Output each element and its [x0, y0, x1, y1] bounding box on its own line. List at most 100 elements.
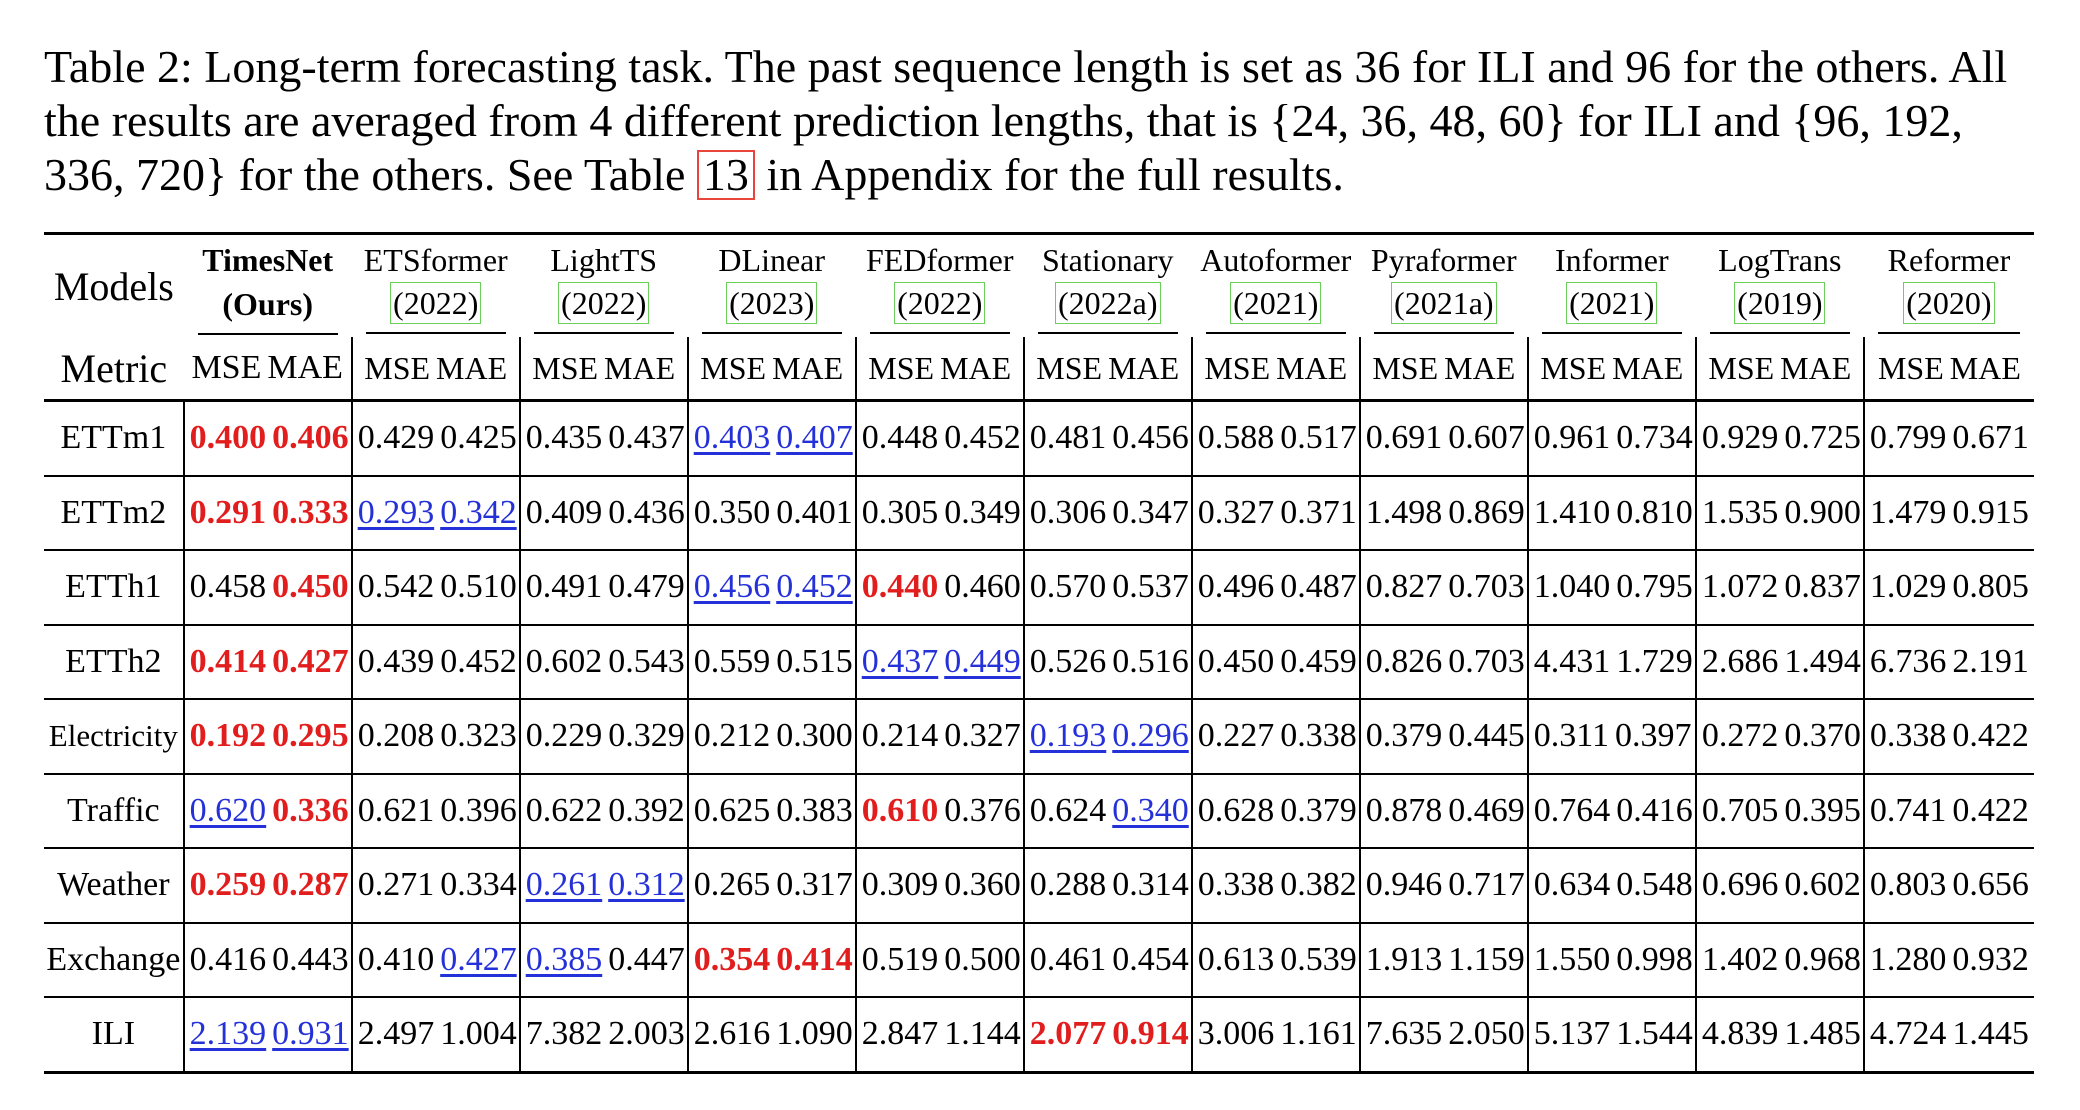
mse-value: 1.913	[1365, 940, 1443, 978]
mse-value: 0.212	[693, 717, 771, 755]
table-ref-link[interactable]: 13	[696, 150, 755, 200]
metric-pair-cell: 0.691 0.607	[1358, 400, 1528, 476]
mae-value: 0.734	[1616, 419, 1693, 457]
mse-value: 0.416	[189, 940, 267, 978]
model-citation-link[interactable]: (2021)	[1566, 282, 1658, 324]
metric-pair-cell: 0.588 0.517	[1190, 400, 1360, 476]
metric-pair-cell: 0.409 0.436	[518, 475, 688, 550]
mae-value: 0.517	[1280, 419, 1357, 457]
mse-value: 1.029	[1869, 568, 1947, 606]
mse-value: 0.481	[1029, 419, 1107, 457]
model-citation-link[interactable]: (2023)	[726, 282, 818, 324]
metric-pair-cell: 0.799 0.671	[1862, 400, 2034, 476]
model-citation-link[interactable]: (2019)	[1734, 282, 1826, 324]
mse-value: 0.350	[693, 493, 771, 531]
mse-value-second: 0.385	[525, 940, 603, 978]
mse-value: 2.616	[693, 1015, 771, 1053]
mse-value: 1.498	[1365, 493, 1443, 531]
mae-value: 0.837	[1784, 568, 1861, 606]
mae-value-second: 0.452	[776, 568, 853, 606]
mse-value-best: 0.400	[189, 419, 267, 457]
metric-pair-cell: 1.498 0.869	[1358, 475, 1528, 550]
mse-value: 0.461	[1029, 940, 1107, 978]
metric-pair-cell: 0.227 0.338	[1190, 699, 1360, 774]
mse-value: 0.929	[1701, 419, 1779, 457]
mae-value: 1.004	[440, 1015, 517, 1053]
mse-value: 0.327	[1197, 493, 1275, 531]
metric-pair-header: MSE MAE	[1694, 337, 1864, 401]
mse-value: 0.622	[525, 791, 603, 829]
mse-value: 2.686	[1701, 642, 1779, 680]
mse-value-second: 0.261	[525, 866, 603, 904]
metric-pair-cell: 4.839 1.485	[1694, 997, 1864, 1072]
model-name: Autoformer	[1200, 242, 1352, 278]
mse-value: 0.272	[1701, 717, 1779, 755]
model-year-wrap: (2021)	[1192, 282, 1360, 326]
mse-header: MSE	[1708, 349, 1775, 386]
model-citation-link[interactable]: (2021a)	[1391, 282, 1497, 324]
model-citation-link[interactable]: (2020)	[1903, 282, 1995, 324]
model-citation-link[interactable]: (2022a)	[1055, 282, 1161, 324]
metric-pair-cell: 3.006 1.161	[1190, 997, 1360, 1072]
model-name: DLinear	[718, 242, 826, 278]
mse-value: 0.491	[525, 568, 603, 606]
model-header: Reformer (2020)	[1864, 234, 2034, 338]
metric-label: Metric	[60, 345, 168, 391]
mae-value: 0.500	[944, 940, 1021, 978]
mae-value: 0.416	[1616, 791, 1693, 829]
metric-pair-cell: 1.913 1.159	[1358, 922, 1528, 997]
metric-pair-cell: 0.456 0.452	[686, 550, 856, 625]
mae-value-second: 0.407	[776, 419, 853, 457]
mae-value-best: 0.333	[272, 493, 349, 531]
metric-pair-cell: 2.497 1.004	[350, 997, 520, 1072]
mse-value: 1.535	[1701, 493, 1779, 531]
mae-value: 0.395	[1784, 791, 1861, 829]
mse-value: 0.628	[1197, 791, 1275, 829]
mae-value: 0.327	[944, 717, 1021, 755]
mae-value: 0.396	[440, 791, 517, 829]
mae-value: 0.805	[1952, 568, 2029, 606]
metric-pair-cell: 0.272 0.370	[1694, 699, 1864, 774]
metric-pair-cell: 1.280 0.932	[1862, 922, 2034, 997]
header-underline	[365, 332, 506, 334]
mae-value: 0.932	[1952, 940, 2029, 978]
metric-pair-cell: 0.458 0.450	[182, 550, 352, 625]
metric-pair-cell: 0.385 0.447	[518, 922, 688, 997]
model-year-wrap: (2022a)	[1024, 282, 1192, 326]
metric-pair-cell: 0.741 0.422	[1862, 773, 2034, 848]
model-year-wrap: (2022)	[520, 282, 688, 326]
mae-value: 0.437	[608, 419, 685, 457]
table-row: ETTh1 0.458 0.450 0.542 0.510 0.491 0.479 0.456…	[44, 550, 2034, 625]
header-underline	[1205, 332, 1346, 334]
mae-value: 0.334	[440, 866, 517, 904]
mae-value-best: 0.295	[272, 717, 349, 755]
model-citation-link[interactable]: (2022)	[390, 282, 482, 324]
mse-value: 1.402	[1701, 940, 1779, 978]
mse-value: 0.827	[1365, 568, 1443, 606]
metric-pair-cell: 1.029 0.805	[1862, 550, 2034, 625]
metric-pair-cell: 0.491 0.479	[518, 550, 688, 625]
model-name: Informer	[1554, 242, 1669, 278]
mse-value-second: 0.403	[693, 419, 771, 457]
dataset-name: Electricity	[48, 718, 178, 754]
mse-value: 0.271	[357, 866, 435, 904]
model-year-wrap: (2020)	[1864, 282, 2034, 326]
mae-value: 0.703	[1448, 642, 1525, 680]
metric-pair-header: MSE MAE	[184, 337, 352, 401]
metric-pair-cell: 0.338 0.422	[1862, 699, 2034, 774]
model-citation-link[interactable]: (2022)	[894, 282, 986, 324]
header-underline	[869, 332, 1010, 334]
header-underline	[701, 332, 842, 334]
model-header: Informer (2021)	[1528, 234, 1696, 338]
metric-pair-header: MSE MAE	[1862, 337, 2034, 401]
mae-value: 0.392	[608, 791, 685, 829]
metric-pair-cell: 0.350 0.401	[686, 475, 856, 550]
mse-value: 0.338	[1197, 866, 1275, 904]
mae-value: 2.191	[1952, 642, 2029, 680]
mse-value: 0.624	[1029, 791, 1107, 829]
metric-pair-cell: 0.429 0.425	[350, 400, 520, 476]
mse-value: 0.309	[861, 866, 939, 904]
metric-pair-cell: 0.461 0.454	[1022, 922, 1192, 997]
model-citation-link[interactable]: (2021)	[1230, 282, 1322, 324]
model-citation-link[interactable]: (2022)	[558, 282, 650, 324]
